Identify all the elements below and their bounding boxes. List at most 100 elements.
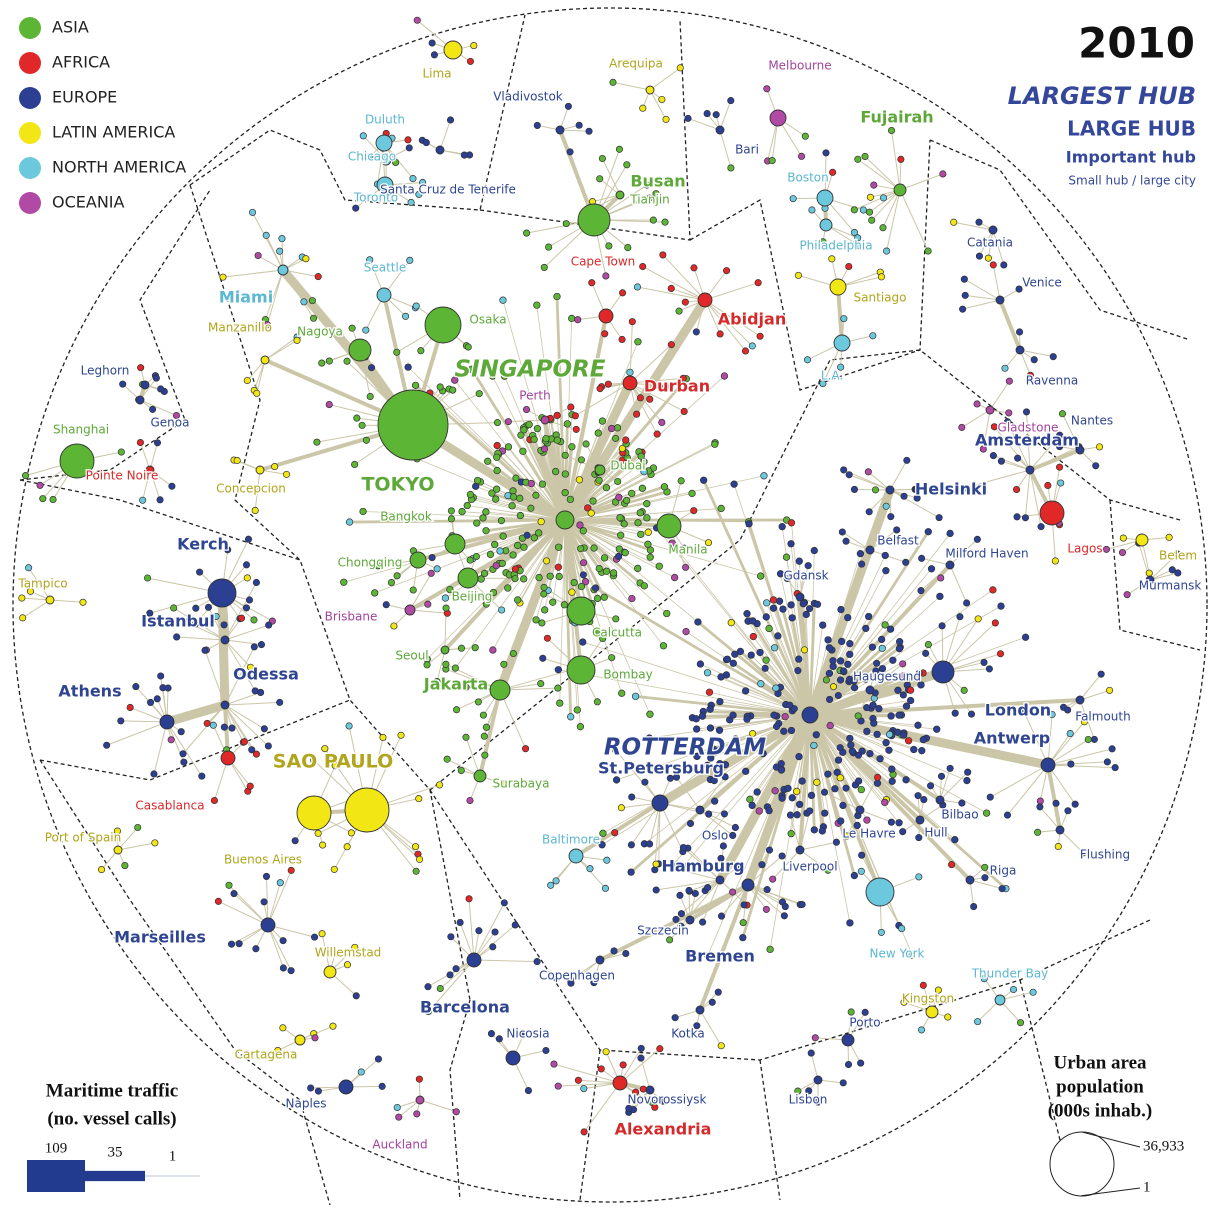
minor-port bbox=[644, 540, 652, 548]
minor-port bbox=[172, 411, 181, 420]
route bbox=[253, 359, 266, 391]
minor-port bbox=[579, 527, 587, 535]
minor-port bbox=[237, 614, 246, 622]
route bbox=[642, 266, 706, 301]
route bbox=[267, 924, 284, 969]
minor-port bbox=[770, 644, 779, 652]
minor-port bbox=[761, 664, 769, 672]
minor-port bbox=[946, 529, 954, 538]
minor-port bbox=[579, 638, 587, 646]
route bbox=[629, 382, 658, 435]
minor-port bbox=[934, 986, 942, 994]
port-label: Perth bbox=[519, 389, 550, 403]
route bbox=[671, 714, 811, 866]
minor-port bbox=[959, 305, 967, 313]
legend-swatch bbox=[19, 192, 41, 214]
route bbox=[719, 845, 724, 881]
minor-port bbox=[465, 895, 473, 903]
minor-port bbox=[824, 770, 832, 778]
route bbox=[142, 469, 151, 501]
route bbox=[222, 269, 284, 278]
port bbox=[404, 604, 416, 616]
port-label: Duluth bbox=[365, 113, 405, 127]
port bbox=[1039, 500, 1065, 526]
minor-port bbox=[624, 244, 632, 252]
minor-port bbox=[980, 975, 988, 983]
minor-port bbox=[1000, 261, 1008, 269]
year-title: 2010 bbox=[1078, 19, 1195, 68]
route bbox=[1059, 829, 1084, 854]
route bbox=[473, 924, 516, 961]
route bbox=[719, 129, 732, 169]
route bbox=[564, 519, 668, 614]
route bbox=[942, 622, 996, 673]
port-label: Le Havre bbox=[842, 827, 895, 841]
port-label: Seattle bbox=[364, 261, 406, 275]
minor-port bbox=[863, 704, 871, 712]
route bbox=[859, 809, 892, 823]
port-label: Oslo bbox=[702, 829, 728, 843]
route bbox=[473, 959, 538, 963]
port-label: Boston bbox=[787, 171, 828, 185]
minor-port bbox=[282, 470, 291, 478]
minor-port bbox=[918, 747, 926, 755]
port-label: Hamburg bbox=[661, 857, 744, 876]
minor-port bbox=[598, 417, 607, 425]
minor-port bbox=[220, 621, 228, 629]
minor-port bbox=[596, 175, 604, 183]
port-label: Copenhagen bbox=[539, 969, 615, 983]
route bbox=[264, 269, 284, 320]
minor-port bbox=[509, 493, 518, 501]
route bbox=[899, 189, 929, 252]
minor-port bbox=[958, 423, 966, 431]
minor-port bbox=[25, 564, 33, 572]
route bbox=[563, 468, 602, 522]
minor-port bbox=[769, 604, 778, 612]
minor-port bbox=[474, 698, 482, 706]
minor-port bbox=[721, 773, 729, 781]
route bbox=[752, 620, 811, 716]
route bbox=[254, 469, 261, 511]
minor-port bbox=[869, 332, 877, 340]
minor-port bbox=[887, 712, 895, 720]
route bbox=[256, 359, 266, 394]
minor-port bbox=[271, 463, 279, 471]
minor-port bbox=[837, 605, 845, 614]
minor-port bbox=[579, 559, 588, 567]
port bbox=[893, 183, 907, 197]
route bbox=[564, 471, 645, 521]
minor-port bbox=[602, 567, 611, 575]
minor-port bbox=[826, 695, 834, 703]
minor-port bbox=[903, 456, 911, 464]
minor-port bbox=[243, 574, 251, 582]
route bbox=[502, 299, 566, 521]
minor-port bbox=[777, 766, 786, 774]
route bbox=[825, 224, 861, 247]
minor-port bbox=[499, 532, 507, 540]
minor-port bbox=[1064, 706, 1072, 714]
minor-port bbox=[618, 444, 626, 453]
minor-port bbox=[879, 224, 887, 232]
minor-port bbox=[863, 727, 871, 736]
minor-port bbox=[1036, 797, 1044, 805]
route bbox=[217, 900, 269, 926]
port bbox=[296, 795, 332, 831]
minor-port bbox=[844, 613, 852, 622]
route bbox=[809, 714, 988, 814]
hub-level-label: Small hub / large city bbox=[1068, 174, 1196, 188]
minor-port bbox=[812, 731, 820, 739]
route bbox=[224, 704, 265, 730]
route bbox=[564, 519, 664, 647]
minor-port bbox=[810, 546, 818, 555]
minor-port bbox=[788, 794, 796, 802]
minor-port bbox=[157, 385, 165, 393]
minor-port bbox=[591, 584, 600, 592]
route bbox=[747, 884, 803, 906]
route bbox=[416, 518, 567, 562]
minor-port bbox=[784, 784, 792, 793]
minor-port bbox=[846, 919, 854, 927]
minor-port bbox=[659, 642, 668, 650]
minor-port bbox=[152, 374, 160, 382]
minor-port bbox=[727, 97, 735, 105]
minor-port bbox=[590, 979, 598, 987]
